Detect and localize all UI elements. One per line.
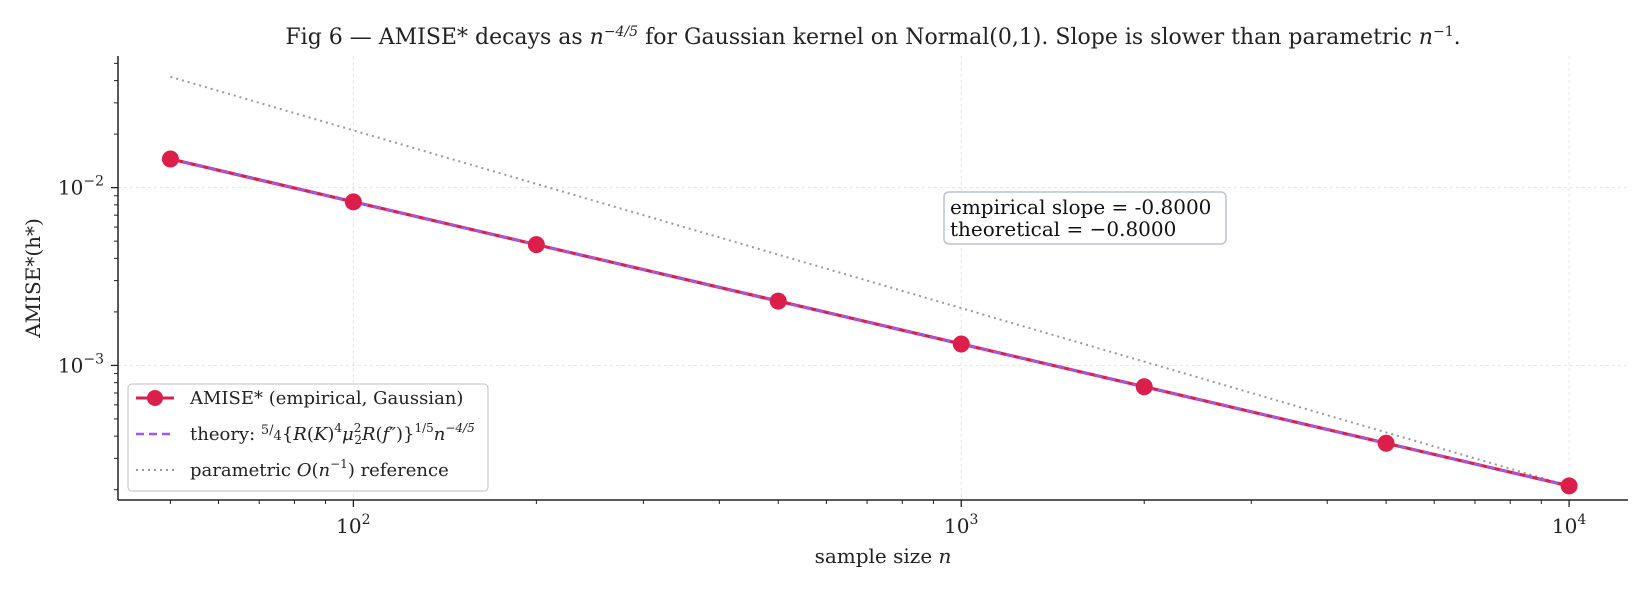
- data-point-empirical: [769, 292, 787, 310]
- legend-box: [127, 383, 489, 492]
- x-tick-label: 102: [336, 512, 370, 538]
- slope-annotation: empirical slope = -0.8000 theoretical = …: [943, 191, 1227, 245]
- series: [161, 75, 1578, 495]
- legend-entry-theory: theory: 5/4{R(K)4μ2 2R(f″)}1/5n−4/5: [136, 421, 475, 447]
- data-point-empirical: [527, 236, 545, 254]
- axes: 102 103 104 10−2 10−3 sample size n AMISE*(h*): [21, 56, 1628, 568]
- data-point-empirical: [1377, 434, 1395, 452]
- legend-entry-empirical: AMISE* (empirical, Gaussian): [136, 388, 463, 409]
- legend-entry-parametric: parametric O(n−1) reference: [136, 457, 449, 481]
- legend-label-theory: theory: 5/4{R(K)4μ2 2R(f″)}1/5n−4/5: [190, 421, 475, 447]
- data-point-empirical: [161, 150, 179, 168]
- data-point-empirical: [1560, 477, 1578, 495]
- y-axis-label: AMISE*(h*): [21, 218, 45, 339]
- data-point-empirical: [952, 335, 970, 353]
- y-tick-label: 10−2: [58, 174, 104, 200]
- legend-label-parametric: parametric O(n−1) reference: [190, 457, 449, 481]
- data-point-empirical: [344, 193, 362, 211]
- data-point-empirical: [1135, 378, 1153, 396]
- annotation-line-2: theoretical = −0.8000: [950, 217, 1176, 241]
- legend: AMISE* (empirical, Gaussian) theory: 5/4…: [127, 383, 489, 492]
- x-tick-label: 103: [944, 512, 978, 538]
- x-tick-label: 104: [1552, 512, 1586, 538]
- series-line-theory: [170, 157, 1570, 487]
- legend-label-empirical: AMISE* (empirical, Gaussian): [189, 388, 463, 409]
- x-axis-label: sample size n: [815, 544, 952, 568]
- annotation-line-1: empirical slope = -0.8000: [950, 195, 1211, 219]
- chart-title: Fig 6 — AMISE* decays as n−4/5 for Gauss…: [285, 24, 1460, 50]
- y-tick-label: 10−3: [58, 351, 104, 377]
- grid: [118, 56, 1628, 500]
